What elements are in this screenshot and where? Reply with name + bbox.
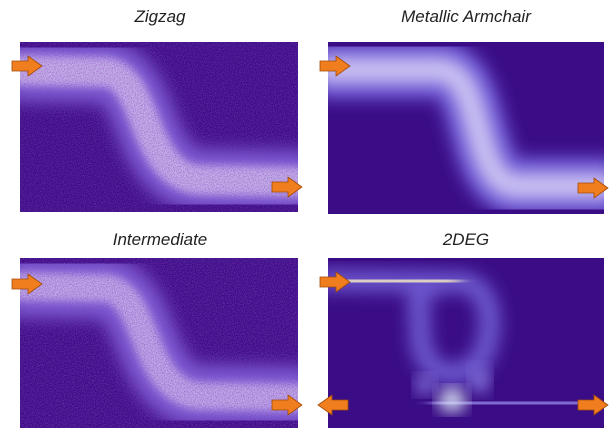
current-map bbox=[318, 258, 613, 428]
panel-title: 2DEG bbox=[442, 230, 489, 249]
panel-title: Zigzag bbox=[133, 7, 186, 26]
current-map bbox=[318, 42, 613, 214]
figure: Zigzag Metallic Armchair Intermediate 2D… bbox=[0, 0, 613, 431]
panel-title: Metallic Armchair bbox=[401, 7, 532, 26]
current-map bbox=[10, 42, 310, 212]
panel-title: Intermediate bbox=[113, 230, 208, 249]
current-map bbox=[10, 258, 310, 428]
